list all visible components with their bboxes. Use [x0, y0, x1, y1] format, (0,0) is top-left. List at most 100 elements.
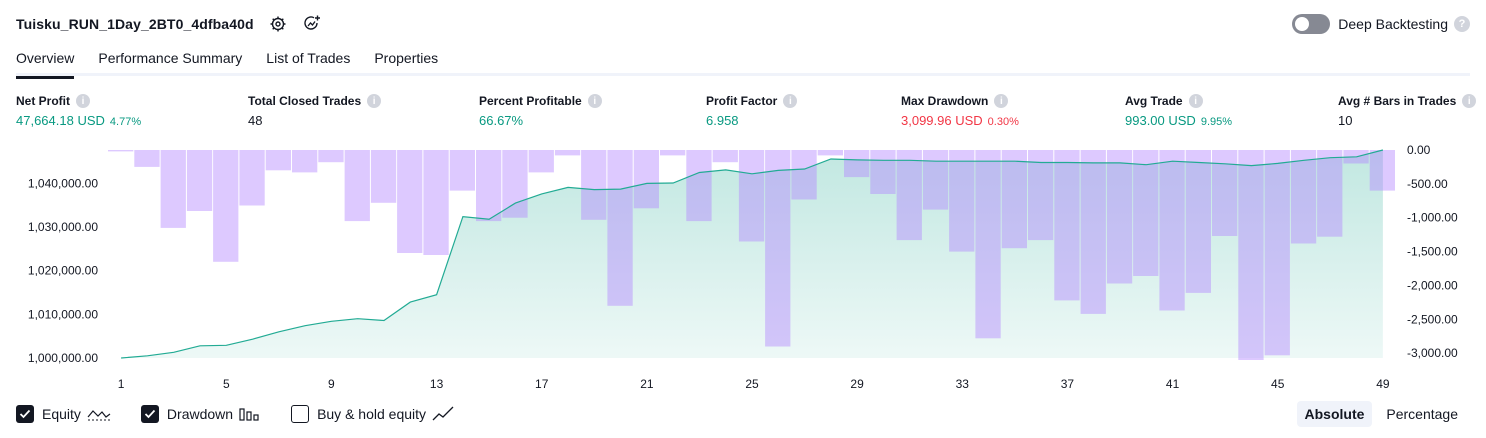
- metric-percent: 9.95%: [1200, 116, 1233, 128]
- drawdown-bar[interactable]: [949, 150, 975, 252]
- drawdown-bar[interactable]: [1369, 150, 1395, 191]
- drawdown-bar[interactable]: [1159, 150, 1185, 311]
- x-axis-tick-label: 25: [745, 377, 759, 391]
- x-axis-tick-label: 5: [223, 377, 230, 391]
- chart-legend: Equity Drawdown Buy & hold equity: [16, 403, 486, 425]
- drawdown-bar[interactable]: [1317, 150, 1343, 237]
- metric-value: 47,664.18 USD: [16, 113, 105, 128]
- drawdown-bar[interactable]: [160, 150, 186, 228]
- metric-value: 3,099.96 USD: [901, 113, 983, 128]
- x-axis-tick-label: 17: [535, 377, 549, 391]
- left-axis-tick-label: 1,000,000.00: [28, 351, 98, 365]
- metric-avg-bars-in-trades: Avg # Bars in Trades i 10: [1338, 94, 1477, 128]
- metric-max-drawdown: Max Drawdown i 3,099.96 USD 0.30%: [901, 94, 1019, 128]
- right-axis-tick-label: 0.00: [1407, 143, 1431, 157]
- deep-backtesting-toggle[interactable]: [1292, 14, 1331, 34]
- absolute-button[interactable]: Absolute: [1296, 401, 1373, 427]
- drawdown-bar[interactable]: [633, 150, 659, 209]
- metric-label: Total Closed Trades: [248, 94, 362, 108]
- metric-label: Net Profit: [16, 94, 70, 108]
- drawdown-bar[interactable]: [554, 150, 581, 156]
- drawdown-bar[interactable]: [607, 150, 633, 306]
- info-icon[interactable]: i: [587, 94, 602, 108]
- buy-hold-checkbox[interactable]: [291, 405, 310, 423]
- drawdown-label: Drawdown: [166, 406, 234, 422]
- tab-performance-summary[interactable]: Performance Summary: [98, 50, 243, 66]
- settings-icon[interactable]: [268, 14, 288, 34]
- drawdown-bar[interactable]: [344, 150, 370, 222]
- drawdown-bar[interactable]: [239, 150, 265, 206]
- drawdown-bar[interactable]: [1106, 150, 1133, 284]
- info-icon[interactable]: i: [76, 94, 90, 108]
- tab-overview[interactable]: Overview: [16, 44, 75, 79]
- metric-value: 66.67%: [479, 113, 524, 128]
- equity-drawdown-chart[interactable]: 1,000,000.00 1,010,000.00 1,020,000.00 1,03…: [0, 140, 1486, 398]
- drawdown-bar[interactable]: [1185, 150, 1211, 293]
- drawdown-bar[interactable]: [134, 150, 160, 167]
- drawdown-bar[interactable]: [108, 150, 134, 152]
- drawdown-bar[interactable]: [686, 150, 712, 222]
- drawdown-bar[interactable]: [502, 150, 528, 218]
- percentage-button[interactable]: Percentage: [1386, 406, 1458, 422]
- drawdown-bar[interactable]: [817, 150, 843, 156]
- drawdown-bar[interactable]: [1238, 150, 1264, 360]
- metrics-row: Net Profit i 47,664.18 USD 4.77% Total Clo…: [16, 94, 1477, 130]
- tab-list-of-trades[interactable]: List of Trades: [266, 50, 351, 66]
- info-icon[interactable]: i: [994, 94, 1009, 108]
- drawdown-bar[interactable]: [397, 150, 423, 253]
- info-icon[interactable]: i: [1462, 94, 1477, 108]
- drawdown-bar[interactable]: [712, 150, 738, 163]
- add-to-chart-icon[interactable]: [302, 14, 322, 34]
- drawdown-bars-icon: [239, 406, 261, 422]
- info-icon[interactable]: i: [367, 94, 382, 108]
- drawdown-bar[interactable]: [449, 150, 475, 191]
- drawdown-bar[interactable]: [265, 150, 291, 171]
- drawdown-bar[interactable]: [1054, 150, 1080, 301]
- drawdown-bar[interactable]: [186, 150, 213, 211]
- drawdown-bar[interactable]: [292, 150, 318, 173]
- metric-value: 993.00 USD: [1125, 113, 1196, 128]
- strategy-header: Tuisku_RUN_1Day_2BT0_4dfba40d: [16, 12, 322, 36]
- drawdown-bar[interactable]: [1133, 150, 1159, 276]
- metric-label: Avg # Bars in Trades: [1338, 94, 1457, 108]
- drawdown-bar[interactable]: [1290, 150, 1317, 244]
- tab-properties[interactable]: Properties: [374, 50, 439, 66]
- drawdown-bar[interactable]: [1028, 150, 1054, 241]
- drawdown-bar[interactable]: [370, 150, 397, 203]
- info-icon[interactable]: i: [1188, 94, 1203, 108]
- drawdown-bar[interactable]: [896, 150, 922, 241]
- info-icon[interactable]: i: [783, 94, 798, 108]
- metric-percent: 0.30%: [987, 116, 1019, 128]
- drawdown-bar[interactable]: [1001, 150, 1027, 249]
- drawdown-bar[interactable]: [581, 150, 607, 220]
- legend-equity[interactable]: Equity: [16, 405, 111, 423]
- left-axis-tick-label: 1,020,000.00: [28, 264, 98, 278]
- drawdown-bar[interactable]: [870, 150, 896, 194]
- metric-percent-profitable: Percent Profitable i 66.67%: [479, 94, 602, 128]
- buy-hold-line-icon: [432, 406, 456, 422]
- metric-net-profit: Net Profit i 47,664.18 USD 4.77%: [16, 94, 141, 128]
- drawdown-bar[interactable]: [318, 150, 344, 163]
- equity-area: [121, 150, 1383, 358]
- legend-buy-hold[interactable]: Buy & hold equity: [291, 405, 456, 423]
- drawdown-bar[interactable]: [738, 150, 765, 242]
- drawdown-bar[interactable]: [660, 150, 686, 156]
- left-axis-tick-label: 1,040,000.00: [28, 176, 98, 190]
- equity-checkbox[interactable]: [16, 405, 34, 423]
- drawdown-bar[interactable]: [1080, 150, 1106, 314]
- drawdown-bar[interactable]: [791, 150, 817, 200]
- drawdown-bar[interactable]: [423, 150, 449, 255]
- drawdown-bar[interactable]: [975, 150, 1001, 339]
- drawdown-bar[interactable]: [922, 150, 949, 210]
- help-icon[interactable]: ?: [1454, 16, 1470, 32]
- x-axis-tick-label: 9: [328, 377, 335, 391]
- drawdown-bar[interactable]: [765, 150, 791, 347]
- drawdown-bar[interactable]: [213, 150, 239, 262]
- equity-line[interactable]: [121, 149, 1384, 359]
- drawdown-bar[interactable]: [1264, 150, 1290, 356]
- legend-drawdown[interactable]: Drawdown: [140, 405, 261, 423]
- drawdown-bar[interactable]: [528, 150, 554, 173]
- drawdown-bar[interactable]: [844, 150, 870, 178]
- drawdown-bar[interactable]: [476, 150, 502, 222]
- drawdown-checkbox[interactable]: [140, 405, 159, 423]
